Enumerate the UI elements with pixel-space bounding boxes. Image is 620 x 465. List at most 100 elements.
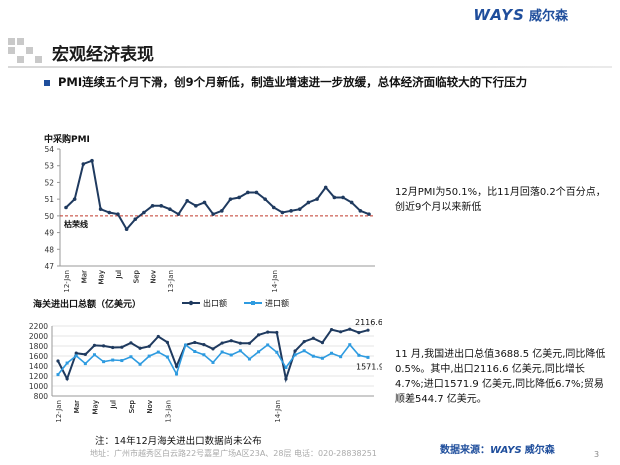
pmi-data-point xyxy=(297,207,302,211)
pmi-x-tick-label: 12-Jan xyxy=(63,270,71,293)
trade-import-point xyxy=(275,350,279,354)
pmi-x-tick-label: May xyxy=(98,270,106,284)
trade-import-point xyxy=(156,350,160,354)
trade-export-point xyxy=(220,341,224,345)
trade-y-tick-label: 1800 xyxy=(29,342,48,351)
pmi-data-point xyxy=(263,197,267,201)
pmi-data-point xyxy=(367,212,371,216)
trade-import-point xyxy=(120,359,124,363)
trade-export-point xyxy=(266,330,270,334)
pmi-x-tick-label: 14-Jan xyxy=(271,270,279,293)
pmi-x-tick-label: Mar xyxy=(80,270,88,283)
trade-import-point xyxy=(330,351,334,355)
pmi-data-point xyxy=(289,209,293,213)
trade-export-point xyxy=(101,344,106,348)
trade-export-point xyxy=(83,352,87,356)
pmi-data-point xyxy=(176,212,181,216)
pmi-x-tick-label: Jul xyxy=(115,270,123,280)
trade-import-point xyxy=(320,356,324,360)
trade-export-point xyxy=(111,345,115,350)
data-source-logo: WAYS xyxy=(490,445,522,456)
trade-import-point xyxy=(147,354,151,358)
trade-import-point xyxy=(165,355,169,359)
pmi-threshold-label: 枯荣线 xyxy=(64,219,88,229)
pmi-y-tick-label: 54 xyxy=(44,145,54,154)
trade-legend-marker xyxy=(251,301,255,305)
trade-export-point xyxy=(174,364,179,368)
trade-x-tick-label: Nov xyxy=(146,400,154,414)
trade-x-tick-label: 12-Jan xyxy=(55,400,63,423)
pmi-x-tick-label: Nov xyxy=(150,270,158,284)
trade-x-tick-label: Sep xyxy=(128,399,136,413)
trade-import-point xyxy=(302,349,306,353)
trade-export-point xyxy=(311,336,315,340)
trade-export-point xyxy=(211,347,215,351)
pmi-data-point xyxy=(323,185,328,190)
trade-import-point xyxy=(138,362,142,366)
trade-import-point xyxy=(65,361,69,365)
trade-export-point xyxy=(247,341,252,345)
pmi-data-point xyxy=(211,212,215,216)
pmi-data-point xyxy=(150,204,155,208)
pmi-data-point xyxy=(185,199,189,203)
pmi-data-point xyxy=(280,210,285,215)
logo-text: WAYS xyxy=(473,6,525,24)
page-title: 宏观经济表现 xyxy=(52,45,154,65)
trade-x-tick-label: 13-Jan xyxy=(164,400,172,423)
pmi-data-point xyxy=(81,162,86,166)
pmi-y-tick-label: 50 xyxy=(44,212,54,221)
trade-export-point xyxy=(147,344,151,348)
pmi-data-point xyxy=(306,200,311,205)
trade-import-point xyxy=(220,350,224,354)
pmi-data-point xyxy=(116,212,120,216)
trade-import-point xyxy=(348,343,352,347)
trade-import-point xyxy=(238,349,242,353)
trade-y-tick-label: 1200 xyxy=(29,372,48,381)
footer-address: 地址：广州市越秀区白云路22号嘉星广场A区23A、28层 电话：020-2883… xyxy=(90,449,377,458)
trade-legend-label: 出口额 xyxy=(203,298,227,308)
trade-x-tick-label: Mar xyxy=(73,400,81,413)
pmi-x-tick-label: Jul xyxy=(115,270,123,280)
trade-x-tick-label: Jul xyxy=(110,400,118,410)
trade-import-point xyxy=(366,355,370,359)
trade-import-point xyxy=(311,354,315,358)
pmi-x-tick-label: Sep xyxy=(132,269,140,283)
trade-export-point xyxy=(339,330,343,334)
trade-export-point xyxy=(238,341,242,345)
trade-import-point xyxy=(129,355,133,359)
pmi-y-tick-label: 49 xyxy=(44,229,54,238)
pmi-x-tick-label: May xyxy=(98,270,106,284)
pmi-data-point xyxy=(64,205,68,210)
trade-export-point xyxy=(138,346,142,350)
trade-import-point xyxy=(257,350,261,354)
trade-export-point xyxy=(120,345,124,349)
trade-x-tick-label: Jul xyxy=(110,400,118,410)
trade-export-data-label: 2116.6 xyxy=(355,318,382,327)
trade-y-tick-label: 2200 xyxy=(29,322,48,331)
trade-import-point xyxy=(102,360,106,364)
page-number: 3 xyxy=(594,450,600,459)
pmi-series-line xyxy=(65,159,370,231)
pmi-data-point xyxy=(90,158,94,163)
trade-import-point xyxy=(211,360,215,364)
trade-export-point xyxy=(293,349,297,353)
pmi-x-tick-label: Mar xyxy=(80,270,88,283)
trade-import-point xyxy=(357,353,361,357)
data-source-label: 数据来源： xyxy=(440,445,490,456)
trade-import-point xyxy=(56,373,60,377)
decorative-squares xyxy=(8,38,48,68)
pmi-data-point xyxy=(237,195,241,200)
trade-import-point xyxy=(175,372,179,376)
pmi-x-tick-label: Sep xyxy=(132,269,140,283)
trade-x-tick-label: May xyxy=(91,400,99,414)
data-source: 数据来源：WAYS 威尔森 xyxy=(440,441,555,456)
trade-export-point xyxy=(256,333,261,337)
pmi-data-point xyxy=(358,209,363,213)
pmi-data-point xyxy=(341,195,345,200)
trade-export-point xyxy=(193,340,197,345)
trade-export-point xyxy=(56,359,60,363)
trade-import-data-label: 1571.9 xyxy=(356,362,382,371)
trade-chart-title: 海关进出口总额（亿美元） xyxy=(33,300,142,310)
trade-export-point xyxy=(74,351,78,355)
pmi-y-tick-label: 47 xyxy=(44,262,54,271)
